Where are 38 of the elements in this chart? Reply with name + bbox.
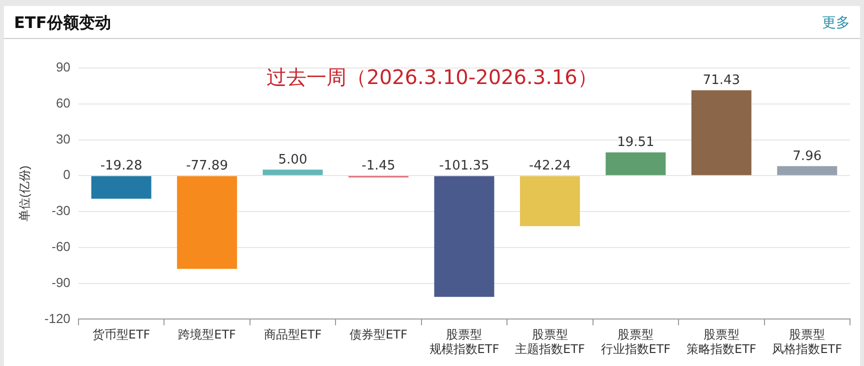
data-label: -42.24	[528, 158, 571, 174]
y-tick-label: 0	[63, 167, 70, 182]
data-label: 7.96	[792, 149, 822, 164]
annotation: 过去一周（2026.3.10-2026.3.16）	[266, 65, 598, 89]
y-axis-title: 单位(亿份)	[18, 166, 32, 222]
y-tick-label: -120	[44, 310, 70, 326]
y-tick-label: -60	[52, 239, 70, 254]
data-label: -19.28	[100, 158, 142, 174]
y-tick-label: 60	[56, 95, 70, 110]
chart-title: ETF份额变动	[14, 13, 111, 34]
bar	[777, 166, 838, 176]
x-tick-label: 股票型风格指数ETF	[772, 328, 842, 356]
data-label: -77.89	[186, 158, 228, 174]
x-tick-label: 股票型规模指数ETF	[429, 328, 500, 356]
x-tick-label: 商品型ETF	[264, 328, 322, 342]
data-label: -1.45	[362, 158, 396, 174]
y-tick-label: -90	[52, 274, 70, 290]
more-link[interactable]: 更多	[822, 14, 850, 32]
x-tick-label: 股票型行业指数ETF	[600, 328, 671, 356]
x-tick-label: 货币型ETF	[92, 328, 150, 342]
bar	[606, 152, 666, 176]
bar	[177, 176, 238, 269]
data-label: 71.43	[702, 73, 740, 88]
y-tick-label: 90	[56, 60, 70, 75]
y-tick-label: -30	[52, 203, 70, 218]
x-tick-label: 股票型主题指数ETF	[515, 328, 585, 356]
data-label: 19.51	[617, 135, 654, 150]
bar	[520, 176, 580, 226]
x-tick-label: 跨境型ETF	[178, 328, 236, 342]
data-label: 5.00	[278, 152, 308, 168]
bar	[262, 170, 323, 176]
data-label: -101.35	[439, 158, 490, 174]
bar	[691, 90, 752, 176]
x-tick-label: 股票型策略指数ETF	[686, 328, 756, 356]
x-tick-label: 债券型ETF	[350, 328, 408, 342]
bar	[91, 176, 152, 199]
bar	[434, 176, 494, 297]
y-tick-label: 30	[56, 131, 70, 146]
